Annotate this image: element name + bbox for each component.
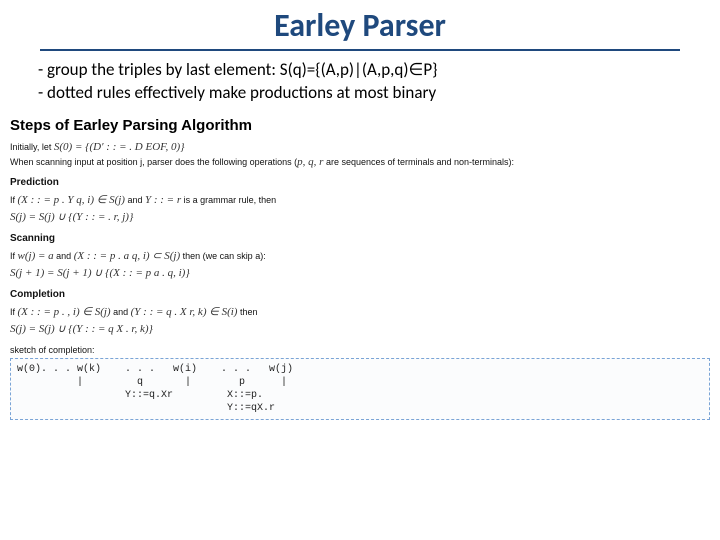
scanning-line1: If w(j) = a and (X : : = p . a q, i) ⊂ S… [10,249,710,262]
scanning-intro: When scanning input at position j, parse… [10,156,710,168]
scan-l1c: then (we can skip a): [180,251,266,261]
pred-l1a: If [10,195,18,205]
bullet-1: - group the triples by last element: S(q… [38,59,682,82]
scan-l1a: If [10,251,18,261]
comp-l1a: If [10,307,18,317]
comp-l1m1: (X : : = p . , i) ∈ S(j) [18,305,111,319]
completion-title: Completion [10,283,710,302]
sketch-code-box: w(0). . . w(k) . . . w(i) . . . w(j) | q… [10,358,710,420]
pred-l1c: is a grammar rule, then [181,195,276,205]
slide-container: Earley Parser - group the triples by las… [0,0,720,540]
scan-l1m1: w(j) = a [18,249,54,263]
comp-l1c: then [237,307,257,317]
section-heading: Steps of Earley Parsing Algorithm [0,111,720,138]
comp-l1m2: (Y : : = q . X r, k) ∈ S(i) [131,305,238,319]
bullet-list: - group the triples by last element: S(q… [0,51,720,111]
pred-l1b: and [125,195,145,205]
initially-label: Initially, let [10,142,51,152]
scan-intro-b: are sequences of terminals and non-termi… [323,157,514,167]
comp-l1b: and [111,307,131,317]
page-title: Earley Parser [40,0,680,51]
sketch-label: sketch of completion: [10,339,710,358]
pred-l1m: (X : : = p . Y q, i) ∈ S(j) [18,193,125,207]
scan-intro-a: When scanning input at position j, parse… [10,157,297,167]
scan-intro-math: p, q, r [297,155,323,169]
bullet-2: - dotted rules effectively make producti… [38,82,682,105]
prediction-line2: S(j) = S(j) ∪ {(Y : : = . r, j)} [10,209,710,224]
prediction-line1: If (X : : = p . Y q, i) ∈ S(j) and Y : :… [10,193,710,206]
completion-line2: S(j) = S(j) ∪ {(Y : : = q X . r, k)} [10,321,710,336]
scan-l1b: and [54,251,74,261]
scanning-title: Scanning [10,227,710,246]
scanning-line2: S(j + 1) = S(j + 1) ∪ {(X : : = p a . q,… [10,265,710,280]
prediction-title: Prediction [10,171,710,190]
completion-line1: If (X : : = p . , i) ∈ S(j) and (Y : : =… [10,305,710,318]
initially-line: Initially, let S(0) = {(D′ : : = . D EOF… [10,141,710,153]
pred-l1m2: Y : : = r [145,193,181,207]
scan-l1m2: (X : : = p . a q, i) ⊂ S(j) [74,249,180,263]
body-content: Initially, let S(0) = {(D′ : : = . D EOF… [0,141,720,358]
initially-math: S(0) = {(D′ : : = . D EOF, 0)} [54,140,185,154]
